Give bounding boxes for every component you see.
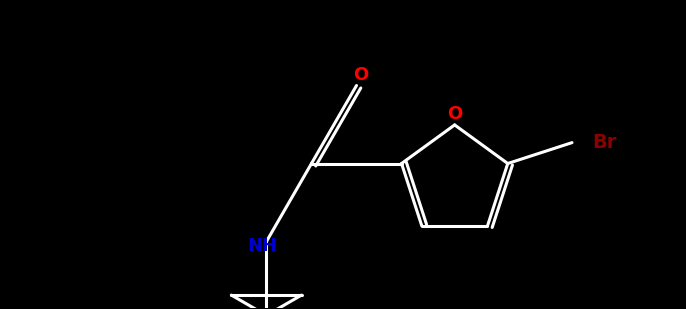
Text: O: O (447, 105, 462, 123)
Text: NH: NH (247, 237, 277, 255)
Text: Br: Br (592, 133, 616, 152)
Text: O: O (353, 66, 368, 84)
